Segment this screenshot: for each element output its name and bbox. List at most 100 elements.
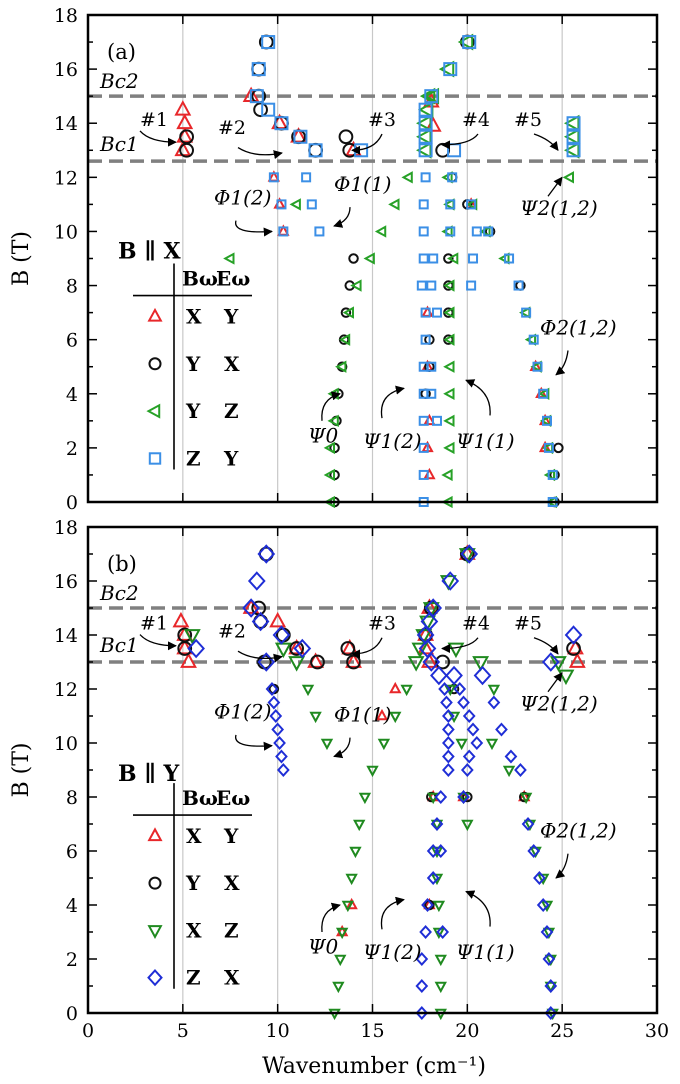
y-tick-label: 18: [54, 5, 78, 27]
annotation: Ψ2(1,2): [520, 196, 598, 220]
panel-b: 0 5 10 15 20 25 30 0 2 4 6 8 10 12 14 16 18 B (T) (b) Bc2 Bc…: [9, 517, 669, 1042]
data-point: [438, 682, 451, 696]
data-point: [443, 441, 455, 455]
data-point: [426, 871, 440, 885]
panel-label: (a): [107, 40, 136, 64]
data-point: [345, 897, 358, 910]
data-point: [426, 280, 437, 291]
annotation-arrow: [380, 385, 405, 419]
annotation: #5: [514, 613, 542, 635]
data-point: [278, 226, 289, 237]
legend-marker: [147, 307, 163, 322]
data-point: [542, 952, 556, 966]
legend-b: Z: [186, 446, 201, 470]
data-point: [547, 469, 558, 480]
data-point: [457, 790, 470, 804]
data-point: [288, 656, 306, 672]
data-point: [419, 925, 432, 939]
data-point: [521, 307, 532, 318]
data-point: [442, 763, 455, 777]
data-point: [416, 141, 432, 159]
annotation: Ψ1(1): [456, 940, 515, 964]
data-point: [430, 819, 444, 832]
data-point: [176, 638, 194, 655]
y-tick-label: 4: [66, 384, 78, 406]
annotation: #1: [140, 613, 168, 635]
x-tick-label: 5: [177, 1020, 189, 1042]
data-point: [564, 625, 583, 645]
data-point: [418, 102, 433, 117]
data-point: [465, 198, 478, 211]
data-point: [334, 954, 347, 967]
annotation-arrow: [465, 890, 491, 927]
data-point: [301, 172, 312, 183]
annotation: Φ1(2): [214, 185, 271, 209]
data-point: [566, 116, 581, 131]
legend-b: X: [186, 918, 202, 942]
data-point: [532, 361, 543, 372]
y-tick-label: 18: [54, 517, 78, 539]
data-point: [453, 682, 467, 696]
data-point: [443, 279, 455, 292]
data-point: [462, 709, 476, 723]
data-point: [345, 873, 358, 886]
y-tick-label: 14: [54, 113, 78, 135]
data-point: [400, 684, 413, 697]
legend-header-b: Bω: [182, 267, 218, 291]
data-point: [445, 226, 456, 237]
data-point: [447, 642, 465, 659]
y-axis-label: B (T): [9, 231, 34, 286]
annotation-arrow: [533, 133, 559, 152]
data-point: [533, 871, 546, 885]
data-point: [309, 711, 322, 724]
legend-b: Y: [185, 871, 201, 895]
data-point: [308, 142, 323, 158]
y-tick-label: 14: [54, 625, 78, 647]
legend-e: X: [224, 966, 240, 990]
data-point: [430, 846, 444, 859]
data-point: [521, 817, 535, 831]
data-point: [416, 114, 432, 132]
annotation-arrow: [547, 176, 563, 197]
data-point: [293, 129, 308, 144]
data-point: [443, 333, 455, 346]
data-point: [483, 226, 494, 237]
data-point: [543, 468, 556, 482]
annotation: Φ1(1): [334, 702, 391, 726]
data-point: [430, 873, 444, 886]
data-point: [428, 253, 439, 264]
y-tick-label: 8: [66, 276, 78, 298]
data-point: [443, 253, 454, 264]
data-point: [432, 927, 446, 940]
y-tick-label: 4: [66, 895, 78, 917]
data-point: [289, 641, 305, 656]
data-point: [323, 468, 336, 482]
data-point: [273, 736, 286, 750]
data-point: [257, 544, 276, 564]
data-point: [513, 280, 524, 291]
bc1-label: Bc1: [99, 132, 139, 156]
y-tick-label: 2: [66, 949, 78, 971]
data-point: [434, 981, 447, 994]
data-point: [418, 253, 429, 264]
annotation-arrow: [351, 133, 383, 155]
data-point: [293, 638, 312, 659]
annotation-arrow: [441, 133, 479, 150]
data-point: [375, 708, 389, 721]
data-point: [389, 711, 402, 724]
data-point: [341, 900, 355, 913]
data-point: [543, 442, 554, 453]
data-point: [442, 709, 455, 723]
data-point: [377, 738, 391, 751]
data-point: [418, 143, 433, 158]
legend-marker: [146, 403, 161, 419]
annotation-arrow: [333, 207, 351, 228]
data-point: [487, 684, 501, 697]
data-point: [457, 695, 470, 710]
legend-e: Z: [224, 399, 239, 423]
data-point: [338, 333, 351, 346]
data-point: [426, 388, 437, 399]
data-point: [566, 143, 581, 158]
data-point: [242, 598, 260, 614]
